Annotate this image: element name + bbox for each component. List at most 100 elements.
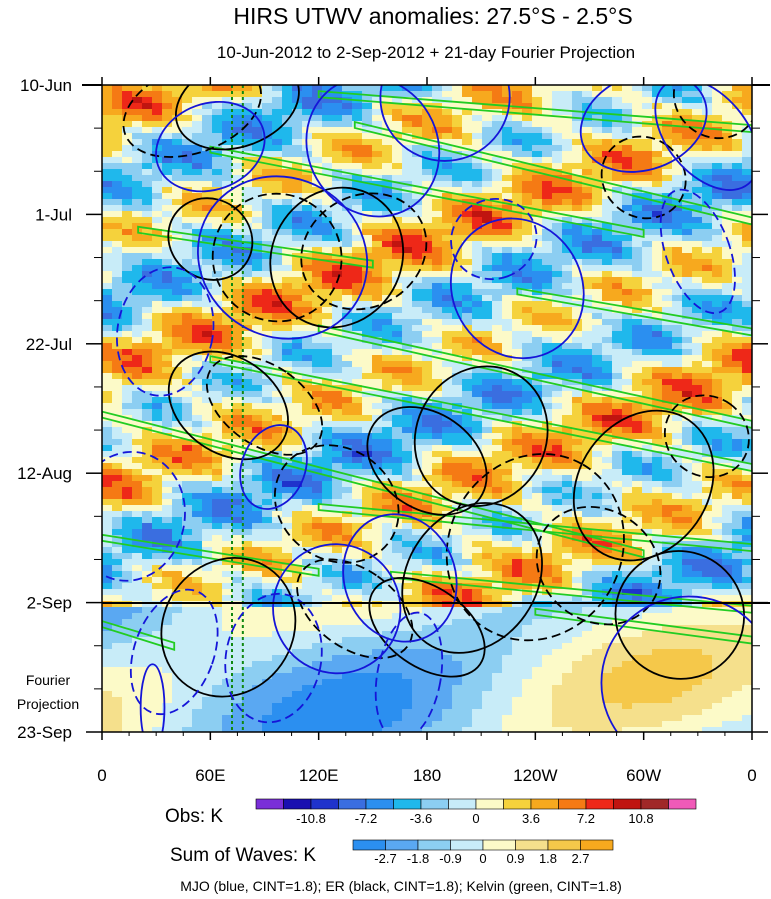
anomaly-cell bbox=[622, 505, 633, 512]
anomaly-cell bbox=[662, 307, 673, 314]
anomaly-cell bbox=[562, 475, 573, 482]
anomaly-cell bbox=[332, 361, 343, 368]
anomaly-cell bbox=[452, 469, 463, 476]
anomaly-cell bbox=[632, 151, 643, 158]
anomaly-cell bbox=[622, 85, 633, 92]
anomaly-cell bbox=[282, 487, 293, 494]
anomaly-cell bbox=[142, 175, 153, 182]
anomaly-cell bbox=[262, 247, 273, 254]
anomaly-cell bbox=[632, 97, 643, 104]
anomaly-cell bbox=[402, 85, 413, 92]
anomaly-cell bbox=[392, 469, 403, 476]
anomaly-cell bbox=[682, 301, 693, 308]
anomaly-cell bbox=[512, 271, 523, 278]
anomaly-cell bbox=[632, 241, 643, 248]
anomaly-cell bbox=[482, 307, 493, 314]
anomaly-cell bbox=[282, 343, 293, 350]
anomaly-cell bbox=[322, 115, 333, 122]
anomaly-cell bbox=[202, 325, 213, 332]
anomaly-cell bbox=[402, 193, 413, 200]
anomaly-cell bbox=[382, 259, 393, 266]
anomaly-cell bbox=[372, 295, 383, 302]
anomaly-cell bbox=[112, 463, 123, 470]
anomaly-cell bbox=[662, 523, 673, 530]
anomaly-cell bbox=[422, 217, 433, 224]
anomaly-cell bbox=[452, 283, 463, 290]
anomaly-cell bbox=[622, 493, 633, 500]
anomaly-cell bbox=[532, 457, 543, 464]
anomaly-cell bbox=[322, 529, 333, 536]
anomaly-cell bbox=[702, 151, 713, 158]
anomaly-cell bbox=[672, 355, 683, 362]
anomaly-cell bbox=[742, 103, 752, 110]
anomaly-cell bbox=[442, 475, 453, 482]
anomaly-cell bbox=[262, 409, 273, 416]
anomaly-cell bbox=[432, 463, 443, 470]
anomaly-cell bbox=[182, 163, 193, 170]
anomaly-cell bbox=[592, 301, 603, 308]
anomaly-cell bbox=[522, 337, 533, 344]
anomaly-cell bbox=[562, 277, 573, 284]
anomaly-cell bbox=[102, 91, 113, 98]
anomaly-cell bbox=[602, 229, 613, 236]
anomaly-cell bbox=[732, 181, 743, 188]
anomaly-cell bbox=[662, 109, 673, 116]
anomaly-cell bbox=[522, 403, 533, 410]
anomaly-cell bbox=[592, 277, 603, 284]
anomaly-cell bbox=[242, 337, 253, 344]
anomaly-cell bbox=[112, 181, 123, 188]
anomaly-cell bbox=[452, 301, 463, 308]
anomaly-cell bbox=[662, 529, 673, 536]
anomaly-cell bbox=[522, 505, 533, 512]
anomaly-cell bbox=[122, 205, 133, 212]
anomaly-cell bbox=[322, 397, 333, 404]
anomaly-cell bbox=[682, 307, 693, 314]
anomaly-cell bbox=[262, 325, 273, 332]
anomaly-cell bbox=[152, 469, 163, 476]
anomaly-cell bbox=[602, 127, 613, 134]
anomaly-cell bbox=[592, 241, 603, 248]
anomaly-cell bbox=[432, 247, 443, 254]
anomaly-cell bbox=[232, 361, 243, 368]
anomaly-cell bbox=[172, 145, 183, 152]
anomaly-cell bbox=[142, 157, 153, 164]
anomaly-cell bbox=[692, 421, 703, 428]
anomaly-cell bbox=[212, 325, 223, 332]
anomaly-cell bbox=[132, 97, 143, 104]
anomaly-cell bbox=[312, 133, 323, 140]
anomaly-cell bbox=[162, 91, 173, 98]
anomaly-cell bbox=[162, 97, 173, 104]
anomaly-cell bbox=[682, 445, 693, 452]
anomaly-cell bbox=[632, 463, 643, 470]
anomaly-cell bbox=[212, 439, 223, 446]
anomaly-cell bbox=[452, 481, 463, 488]
anomaly-cell bbox=[232, 469, 243, 476]
anomaly-cell bbox=[182, 325, 193, 332]
anomaly-cell bbox=[392, 361, 403, 368]
anomaly-cell bbox=[472, 415, 483, 422]
anomaly-cell bbox=[712, 487, 723, 494]
anomaly-cell bbox=[232, 139, 243, 146]
anomaly-cell bbox=[462, 319, 473, 326]
anomaly-cell bbox=[252, 85, 263, 92]
anomaly-cell bbox=[382, 361, 393, 368]
anomaly-cell bbox=[122, 493, 133, 500]
anomaly-cell bbox=[352, 187, 363, 194]
anomaly-cell bbox=[182, 175, 193, 182]
anomaly-cell bbox=[682, 253, 693, 260]
anomaly-cell bbox=[482, 385, 493, 392]
anomaly-cell bbox=[342, 325, 353, 332]
anomaly-cell bbox=[192, 361, 203, 368]
anomaly-cell bbox=[292, 145, 303, 152]
anomaly-cell bbox=[262, 535, 273, 542]
anomaly-cell bbox=[532, 421, 543, 428]
anomaly-cell bbox=[342, 289, 353, 296]
anomaly-cell bbox=[552, 439, 563, 446]
anomaly-cell bbox=[292, 493, 303, 500]
anomaly-cell bbox=[142, 265, 153, 272]
anomaly-cell bbox=[442, 169, 453, 176]
anomaly-cell bbox=[342, 211, 353, 218]
anomaly-cell bbox=[292, 445, 303, 452]
anomaly-cell bbox=[522, 343, 533, 350]
anomaly-cell bbox=[302, 517, 313, 524]
